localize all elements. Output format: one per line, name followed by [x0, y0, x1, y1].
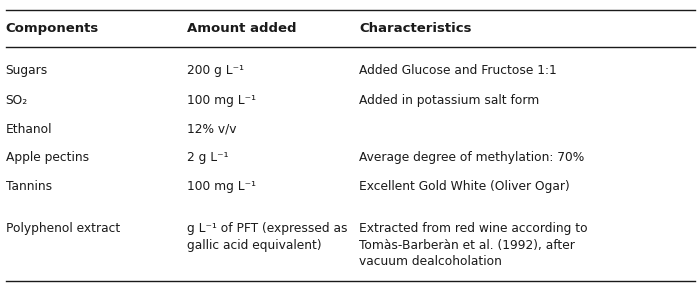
- Text: Sugars: Sugars: [6, 63, 48, 77]
- Text: Components: Components: [6, 21, 99, 35]
- Text: Added Glucose and Fructose 1:1: Added Glucose and Fructose 1:1: [359, 63, 557, 77]
- Text: Polyphenol extract: Polyphenol extract: [6, 222, 120, 235]
- Text: g L⁻¹ of PFT (expressed as
gallic acid equivalent): g L⁻¹ of PFT (expressed as gallic acid e…: [187, 222, 348, 252]
- Text: 2 g L⁻¹: 2 g L⁻¹: [187, 151, 228, 164]
- Text: 100 mg L⁻¹: 100 mg L⁻¹: [187, 94, 256, 107]
- Text: Average degree of methylation: 70%: Average degree of methylation: 70%: [359, 151, 585, 164]
- Text: Characteristics: Characteristics: [359, 21, 472, 35]
- Text: 200 g L⁻¹: 200 g L⁻¹: [187, 63, 244, 77]
- Text: Amount added: Amount added: [187, 21, 297, 35]
- Text: Apple pectins: Apple pectins: [6, 151, 89, 164]
- Text: 12% v/v: 12% v/v: [187, 123, 237, 136]
- Text: Added in potassium salt form: Added in potassium salt form: [359, 94, 540, 107]
- Text: SO₂: SO₂: [6, 94, 28, 107]
- Text: Excellent Gold White (Oliver Ogar): Excellent Gold White (Oliver Ogar): [359, 180, 570, 193]
- Text: Ethanol: Ethanol: [6, 123, 52, 136]
- Text: Tannins: Tannins: [6, 180, 52, 193]
- Text: Extracted from red wine according to
Tomàs-Barberàn et al. (1992), after
vacuum : Extracted from red wine according to Tom…: [359, 222, 588, 268]
- Text: 100 mg L⁻¹: 100 mg L⁻¹: [187, 180, 256, 193]
